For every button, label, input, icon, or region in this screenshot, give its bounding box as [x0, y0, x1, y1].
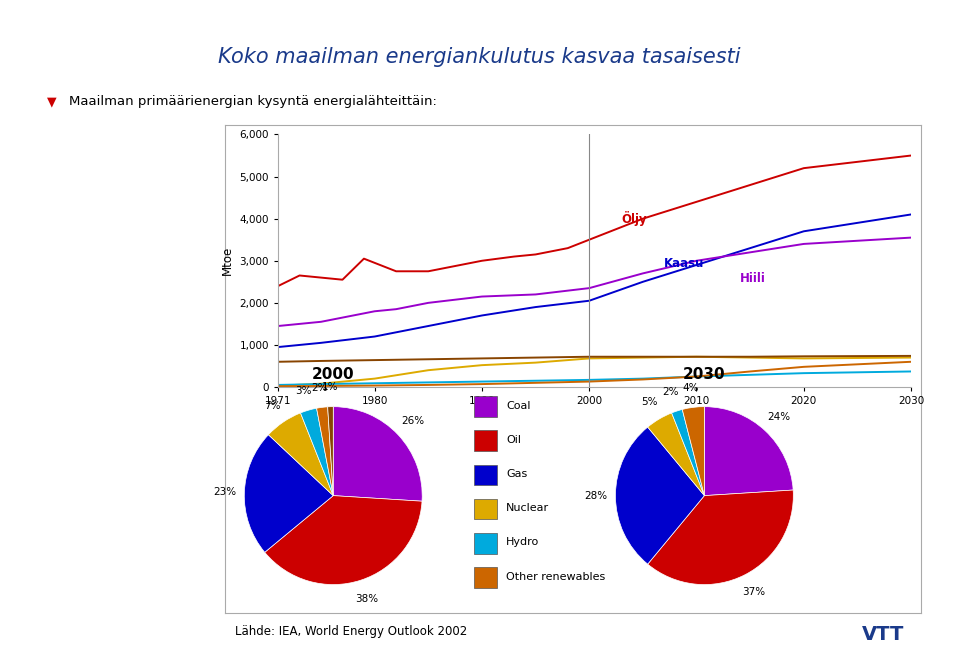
- Text: Other renewables: Other renewables: [506, 571, 605, 582]
- Wedge shape: [316, 407, 334, 496]
- Text: Öljy: Öljy: [621, 211, 647, 226]
- Text: Coal: Coal: [506, 401, 531, 411]
- Text: VTT: VTT: [862, 625, 904, 644]
- Wedge shape: [682, 407, 705, 496]
- Text: 23%: 23%: [213, 487, 236, 497]
- Text: 37%: 37%: [742, 587, 765, 598]
- Text: 28%: 28%: [584, 491, 607, 501]
- Wedge shape: [328, 407, 334, 496]
- Wedge shape: [704, 407, 793, 496]
- Wedge shape: [265, 496, 422, 584]
- Wedge shape: [647, 490, 793, 584]
- Title: 2000: 2000: [312, 367, 355, 382]
- Text: Gas: Gas: [506, 469, 527, 479]
- Bar: [474, 396, 497, 417]
- Bar: [474, 464, 497, 485]
- Wedge shape: [333, 407, 422, 501]
- Text: 4%: 4%: [683, 383, 699, 393]
- Text: 1%: 1%: [321, 382, 339, 392]
- Wedge shape: [245, 435, 334, 552]
- Text: Oil: Oil: [506, 435, 522, 445]
- Text: 2%: 2%: [663, 388, 679, 398]
- Text: 24%: 24%: [767, 411, 790, 422]
- Bar: [474, 499, 497, 520]
- Text: 5%: 5%: [641, 398, 658, 407]
- Text: Nuclear: Nuclear: [506, 503, 550, 513]
- Title: 2030: 2030: [683, 367, 726, 382]
- Text: 2%: 2%: [312, 383, 328, 393]
- Bar: [474, 567, 497, 588]
- Wedge shape: [616, 427, 704, 564]
- Wedge shape: [647, 413, 704, 496]
- Text: 3%: 3%: [294, 386, 312, 396]
- Text: Kaasu: Kaasu: [665, 257, 705, 270]
- Wedge shape: [671, 409, 704, 496]
- Wedge shape: [269, 413, 334, 496]
- Text: Hydro: Hydro: [506, 537, 540, 547]
- Bar: [474, 533, 497, 554]
- Y-axis label: Mtoe: Mtoe: [221, 246, 234, 276]
- Text: Lähde: IEA, World Energy Outlook 2002: Lähde: IEA, World Energy Outlook 2002: [235, 625, 467, 638]
- Text: Maailman primäärienergian kysyntä energialähteittäin:: Maailman primäärienergian kysyntä energi…: [69, 95, 437, 108]
- Text: VTT PROSESSIT: VTT PROSESSIT: [8, 10, 99, 20]
- Text: Hiili: Hiili: [739, 272, 765, 285]
- Text: 26%: 26%: [401, 417, 424, 426]
- Bar: [474, 430, 497, 451]
- Text: ▼: ▼: [47, 95, 57, 108]
- Text: 38%: 38%: [355, 594, 379, 604]
- Text: 3: 3: [944, 9, 951, 21]
- Text: Koko maailman energiankulutus kasvaa tasaisesti: Koko maailman energiankulutus kasvaa tas…: [219, 47, 740, 68]
- Text: 7%: 7%: [264, 401, 281, 411]
- Wedge shape: [300, 408, 334, 496]
